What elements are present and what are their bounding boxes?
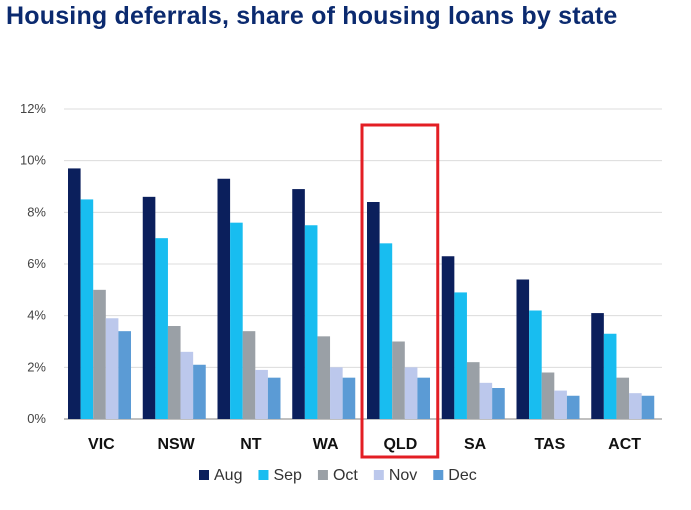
bar-nsw-aug xyxy=(142,196,156,419)
bar-nsw-nov xyxy=(180,351,194,419)
bar-vic-sep xyxy=(80,199,94,419)
bar-tas-aug xyxy=(516,279,530,419)
y-tick-label: 8% xyxy=(27,204,46,219)
bar-wa-dec xyxy=(342,377,356,419)
bar-tas-dec xyxy=(566,395,580,419)
bar-vic-oct xyxy=(93,289,106,419)
y-tick-label: 12% xyxy=(20,101,46,116)
x-category-label: QLD xyxy=(383,436,417,453)
x-category-label: NT xyxy=(240,436,262,453)
legend-label: Nov xyxy=(389,467,417,484)
bar-wa-oct xyxy=(317,336,331,419)
bar-act-aug xyxy=(591,313,604,419)
bar-act-sep xyxy=(603,333,617,419)
y-tick-label: 6% xyxy=(27,256,46,271)
qld-highlight-box xyxy=(360,123,440,459)
x-category-label: TAS xyxy=(534,436,565,453)
x-category-label: SA xyxy=(464,436,487,453)
bar-sa-aug xyxy=(441,256,455,419)
x-category-label: WA xyxy=(313,436,339,453)
bar-tas-nov xyxy=(554,390,567,419)
legend-label: Oct xyxy=(333,467,358,484)
bar-qld-dec xyxy=(417,377,430,419)
y-tick-label: 4% xyxy=(27,308,46,323)
legend-label: Sep xyxy=(273,467,302,484)
chart-title: Housing deferrals, share of housing loan… xyxy=(6,2,618,30)
x-category-label: ACT xyxy=(608,436,641,453)
bar-nt-dec xyxy=(267,377,281,419)
bar-nsw-sep xyxy=(155,238,168,419)
y-tick-label: 2% xyxy=(27,359,46,374)
bar-wa-aug xyxy=(292,189,305,419)
bar-act-nov xyxy=(629,393,642,419)
bar-nt-sep xyxy=(230,222,243,419)
legend-label: Dec xyxy=(448,467,476,484)
bar-nsw-dec xyxy=(193,364,206,419)
bar-act-dec xyxy=(641,395,655,419)
bar-nt-aug xyxy=(217,178,231,419)
bar-qld-nov xyxy=(404,367,418,419)
bar-qld-sep xyxy=(379,243,393,419)
x-category-label: VIC xyxy=(88,436,115,453)
bar-sa-nov xyxy=(479,382,493,419)
bar-sa-dec xyxy=(492,388,505,419)
bar-qld-oct xyxy=(392,341,405,419)
bar-vic-aug xyxy=(68,168,81,419)
bar-nsw-oct xyxy=(167,326,181,419)
legend-swatch xyxy=(373,470,384,480)
legend-swatch xyxy=(317,470,328,480)
x-category-label: NSW xyxy=(157,436,195,453)
bar-vic-nov xyxy=(105,318,119,419)
bar-sa-oct xyxy=(466,362,480,419)
legend-swatch xyxy=(199,470,209,480)
y-tick-label: 10% xyxy=(20,153,46,168)
bar-vic-dec xyxy=(118,331,131,419)
bar-qld-aug xyxy=(367,202,380,419)
legend-swatch xyxy=(433,470,444,480)
bar-nt-nov xyxy=(255,369,268,419)
legend-label: Aug xyxy=(214,467,242,484)
bar-wa-sep xyxy=(304,225,318,419)
y-tick-label: 0% xyxy=(27,411,46,426)
bar-nt-oct xyxy=(242,331,256,419)
bar-wa-nov xyxy=(330,367,343,419)
bar-tas-sep xyxy=(529,310,542,419)
bar-act-oct xyxy=(616,377,630,419)
bar-tas-oct xyxy=(541,372,555,419)
bar-sa-sep xyxy=(454,292,467,419)
legend-swatch xyxy=(258,470,269,480)
